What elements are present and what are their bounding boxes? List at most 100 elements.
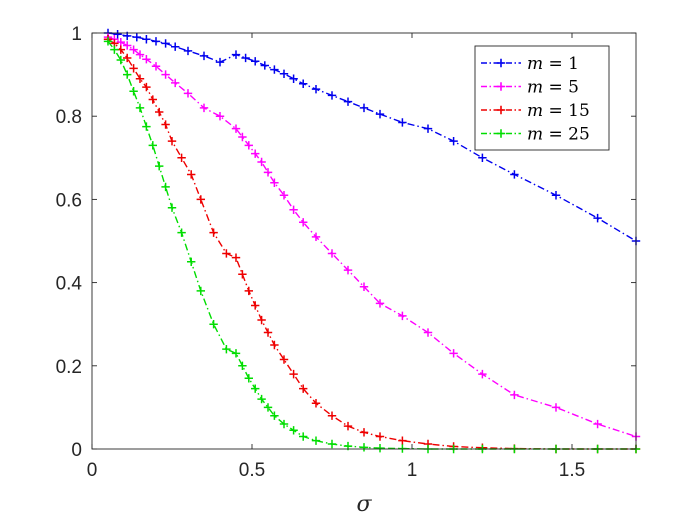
y-tick-label: 1	[71, 24, 82, 45]
data-point-marker	[257, 394, 266, 404]
data-point-marker	[279, 419, 289, 429]
data-point-marker	[231, 349, 241, 358]
data-point-marker	[251, 57, 260, 66]
y-tick-label: 0.2	[56, 357, 82, 378]
data-point-marker	[123, 70, 132, 79]
data-point-marker	[375, 299, 385, 308]
data-point-marker	[241, 53, 250, 63]
data-point-marker	[187, 170, 196, 179]
x-tick-label: 1.5	[559, 460, 585, 481]
data-point-marker	[129, 45, 138, 54]
data-point-marker	[238, 361, 247, 370]
series-layer	[103, 28, 641, 454]
data-point-marker	[116, 55, 125, 65]
data-point-marker	[171, 78, 180, 88]
y-tick-label: 0.6	[56, 190, 82, 211]
data-point-marker	[183, 89, 193, 98]
x-tick-label: 1	[407, 460, 418, 481]
data-point-marker	[270, 178, 279, 187]
data-point-marker	[167, 203, 177, 212]
data-point-marker	[161, 70, 170, 79]
data-point-marker	[244, 141, 253, 150]
data-point-marker	[251, 149, 260, 158]
data-point-marker	[311, 399, 321, 408]
data-point-marker	[449, 349, 458, 358]
data-point-marker	[593, 213, 602, 223]
data-point-marker	[183, 46, 193, 56]
data-point-marker	[209, 320, 218, 329]
data-point-marker	[299, 432, 308, 441]
data-point-marker	[359, 282, 369, 291]
data-point-marker	[593, 419, 602, 429]
data-point-marker	[375, 443, 385, 453]
data-point-marker	[343, 421, 353, 431]
data-point-marker	[327, 91, 337, 100]
legend-marker-sample	[496, 129, 506, 138]
data-point-marker	[263, 168, 273, 177]
y-tick-label: 0.4	[56, 274, 83, 295]
data-point-marker	[132, 32, 141, 42]
data-point-marker	[327, 249, 337, 258]
data-point-marker	[231, 124, 241, 133]
data-point-marker	[299, 384, 308, 393]
data-point-marker	[171, 42, 180, 51]
data-point-marker	[551, 403, 561, 412]
data-point-marker	[142, 82, 151, 92]
data-point-marker	[263, 403, 273, 412]
data-point-marker	[251, 301, 260, 310]
x-axis-label: σ	[356, 492, 372, 517]
data-point-marker	[478, 153, 487, 162]
data-point-marker	[299, 79, 308, 88]
data-point-marker	[231, 50, 241, 59]
data-point-marker	[142, 122, 151, 131]
data-point-marker	[196, 286, 205, 296]
legend-entry: m = 25	[481, 125, 590, 145]
data-point-marker	[289, 426, 298, 435]
data-point-marker	[289, 205, 298, 214]
data-point-marker	[244, 286, 253, 296]
x-tick-label: 0	[87, 460, 98, 481]
data-point-marker	[135, 50, 145, 59]
x-tick-label: 0.5	[239, 460, 265, 481]
data-point-marker	[359, 103, 369, 113]
data-point-marker	[263, 328, 273, 337]
data-point-marker	[155, 161, 164, 171]
data-point-marker	[116, 37, 125, 47]
data-point-marker	[177, 153, 186, 162]
data-point-marker	[375, 109, 385, 119]
data-point-marker	[161, 120, 170, 129]
data-point-marker	[215, 57, 225, 67]
data-point-marker	[199, 103, 209, 113]
data-point-marker	[311, 232, 321, 242]
data-point-marker	[311, 436, 321, 445]
data-point-marker	[209, 228, 218, 237]
data-point-marker	[299, 218, 308, 227]
data-point-marker	[196, 195, 205, 204]
series-2	[103, 32, 641, 441]
legend-marker-sample	[496, 82, 506, 91]
data-point-marker	[110, 45, 119, 54]
legend-label: m = 25	[527, 125, 590, 145]
data-point-marker	[343, 97, 353, 106]
data-point-marker	[343, 265, 353, 275]
data-point-marker	[199, 51, 209, 61]
data-point-marker	[270, 411, 279, 420]
legend-label: m = 5	[527, 78, 579, 98]
data-point-marker	[129, 87, 138, 96]
data-point-marker	[155, 107, 164, 117]
data-point-marker	[359, 428, 369, 437]
data-point-marker	[279, 355, 289, 364]
data-point-marker	[270, 340, 279, 350]
data-point-marker	[161, 182, 170, 192]
y-tick-label: 0	[71, 440, 82, 461]
data-point-marker	[375, 432, 385, 441]
legend-marker-sample	[496, 58, 506, 68]
data-point-marker	[103, 37, 113, 46]
data-point-marker	[187, 257, 196, 266]
data-point-marker	[423, 124, 433, 133]
data-point-marker	[327, 411, 337, 420]
legend-entry: m = 15	[481, 101, 590, 121]
data-point-marker	[238, 132, 247, 142]
data-point-marker	[289, 369, 298, 379]
